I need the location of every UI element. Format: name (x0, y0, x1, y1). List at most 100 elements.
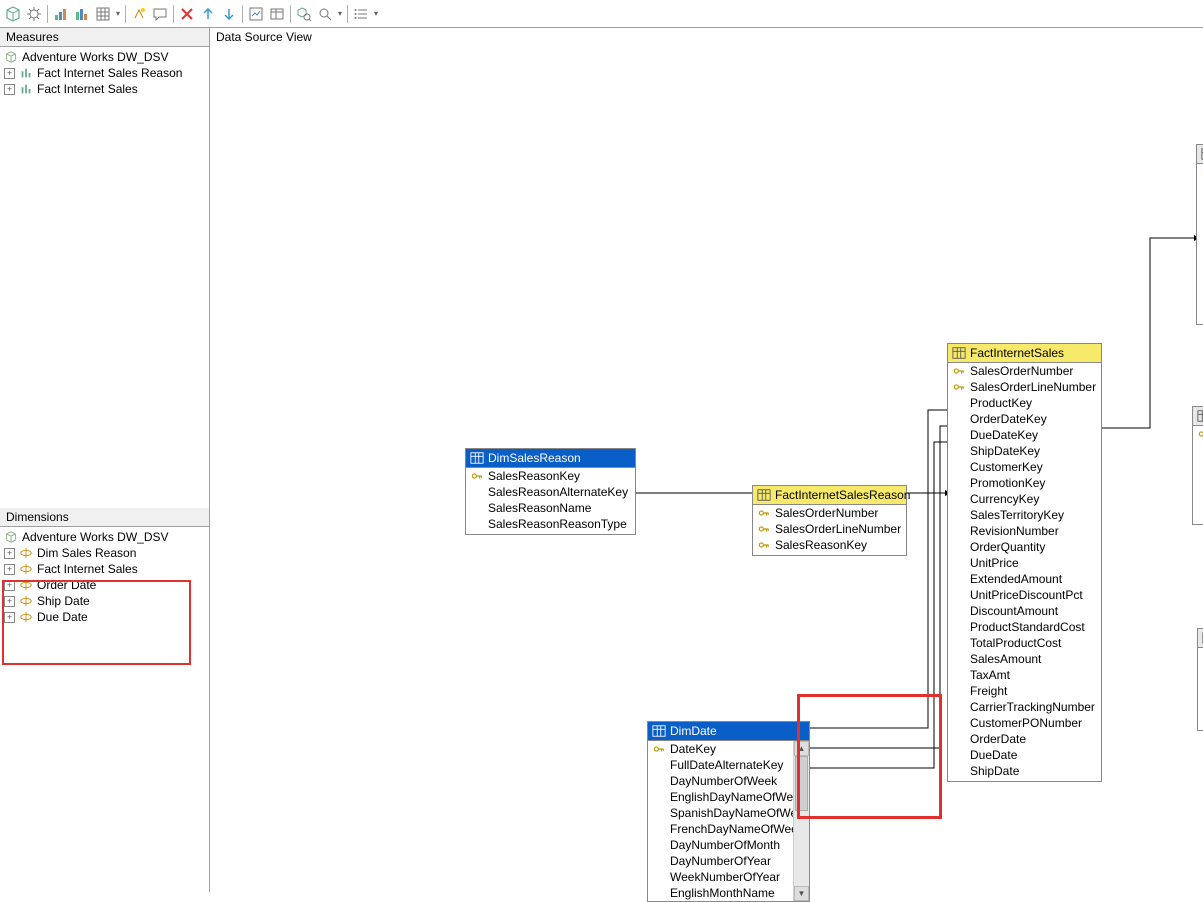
table-column[interactable]: ProductAlternateKey (1197, 180, 1203, 196)
table-column[interactable]: SalesReasonAlternateKey (466, 484, 635, 500)
table-factInternetSales[interactable]: FactInternetSalesSalesOrderNumberSalesOr… (947, 343, 1102, 782)
table-column[interactable]: SalesOrderLineNumber (948, 379, 1101, 395)
table-column[interactable]: SalesOrderNumber (948, 363, 1101, 379)
table-column[interactable]: StandardCost (1197, 292, 1203, 308)
table-header[interactable]: DimProductSubcategory (1193, 407, 1203, 426)
expand-icon[interactable]: + (4, 68, 15, 79)
table-column[interactable]: FrenchProductCategoryName (1198, 712, 1203, 728)
sparkle-icon[interactable] (129, 4, 149, 24)
bars-up-icon[interactable] (51, 4, 71, 24)
dropdown-chevron-icon[interactable]: ▾ (372, 9, 380, 18)
table-column[interactable]: SalesReasonName (466, 500, 635, 516)
tree-item[interactable]: +Dim Sales Reason (0, 545, 209, 561)
table-column[interactable]: DueDateKey (948, 427, 1101, 443)
table-dimProductCategory[interactable]: DimProductCategoryProductCategoryKeyProd… (1197, 628, 1203, 731)
delete-icon[interactable] (177, 4, 197, 24)
table-column[interactable]: EnglishMonthName (648, 885, 793, 901)
table-column[interactable]: SalesTerritoryKey (948, 507, 1101, 523)
table-column[interactable]: SalesAmount (948, 651, 1101, 667)
table-factInternetSalesReason[interactable]: FactInternetSalesReasonSalesOrderNumberS… (752, 485, 907, 556)
chat-icon[interactable] (150, 4, 170, 24)
gear-process-icon[interactable] (24, 4, 44, 24)
table-column[interactable]: PromotionKey (948, 475, 1101, 491)
table-column[interactable]: OrderDate (948, 731, 1101, 747)
table-column[interactable]: FrenchProductName (1197, 276, 1203, 292)
expand-icon[interactable]: + (4, 564, 15, 575)
table-column[interactable]: UnitPriceDiscountPct (948, 587, 1101, 603)
tree-item[interactable]: +Fact Internet Sales Reason (0, 65, 209, 81)
table-column[interactable]: OrderDateKey (948, 411, 1101, 427)
cube-search-icon[interactable] (294, 4, 314, 24)
table-header[interactable]: DimProductCategory (1198, 629, 1203, 648)
expand-icon[interactable]: + (4, 548, 15, 559)
table-column[interactable]: FrenchProductSubcategoryName (1193, 490, 1203, 506)
scroll-down-icon[interactable]: ▼ (794, 886, 809, 901)
table-column[interactable]: ProductKey (948, 395, 1101, 411)
table-column[interactable]: CustomerPONumber (948, 715, 1101, 731)
zoom-icon[interactable] (315, 4, 335, 24)
table-column[interactable]: CurrencyKey (948, 491, 1101, 507)
table-column[interactable]: CustomerKey (948, 459, 1101, 475)
table-column[interactable]: EnglishProductCategoryName (1198, 680, 1203, 696)
table-dimProductSubcategory[interactable]: DimProductSubcategoryProductSubcategoryK… (1192, 406, 1203, 525)
table-column[interactable]: DayNumberOfWeek (648, 773, 793, 789)
table-column[interactable]: RevisionNumber (948, 523, 1101, 539)
tree-item[interactable]: +Due Date (0, 609, 209, 625)
table-column[interactable]: EnglishDayNameOfWeek (648, 789, 793, 805)
grid-icon[interactable] (93, 4, 113, 24)
table-column[interactable]: SpanishProductSubcategoryName (1193, 474, 1203, 490)
arrow-up-icon[interactable] (198, 4, 218, 24)
table-header[interactable]: FactInternetSales (948, 344, 1101, 363)
table-column[interactable]: SalesOrderLineNumber (753, 521, 906, 537)
tree-root[interactable]: Adventure Works DW_DSV (0, 49, 209, 65)
table-column[interactable]: TaxAmt (948, 667, 1101, 683)
table-header[interactable]: DimProduct (1197, 145, 1203, 164)
table-column[interactable]: SalesOrderNumber (753, 505, 906, 521)
table-column[interactable]: ProductCategoryAlternateKey (1198, 664, 1203, 680)
tree-item[interactable]: +Fact Internet Sales (0, 561, 209, 577)
table-dimProduct[interactable]: DimProductProductKeyProductAlternateKeyP… (1196, 144, 1203, 325)
expand-icon[interactable]: + (4, 580, 15, 591)
table-small-icon[interactable] (267, 4, 287, 24)
table-column[interactable]: FullDateAlternateKey (648, 757, 793, 773)
table-column[interactable]: SizeUnitMeasureCode (1197, 228, 1203, 244)
table-column[interactable]: EnglishProductName (1197, 244, 1203, 260)
table-column[interactable]: SpanishProductName (1197, 260, 1203, 276)
table-column[interactable]: OrderQuantity (948, 539, 1101, 555)
table-column[interactable]: Freight (948, 683, 1101, 699)
table-column[interactable]: FinishedGoodsFlag (1197, 308, 1203, 324)
table-column[interactable]: ShipDate (948, 763, 1101, 779)
dropdown-chevron-icon[interactable]: ▾ (336, 9, 344, 18)
table-column[interactable]: ProductKey (1197, 164, 1203, 180)
expand-icon[interactable]: + (4, 596, 15, 607)
table-column[interactable]: CarrierTrackingNumber (948, 699, 1101, 715)
table-column[interactable]: ProductCategoryKey (1193, 506, 1203, 522)
table-header[interactable]: DimDate (648, 722, 809, 741)
table-column[interactable]: ShipDateKey (948, 443, 1101, 459)
dsv-canvas[interactable]: DimSalesReasonSalesReasonKeySalesReasonA… (210, 48, 1203, 892)
tree-item[interactable]: +Ship Date (0, 593, 209, 609)
tree-item[interactable]: +Fact Internet Sales (0, 81, 209, 97)
table-column[interactable]: ProductSubcategoryKey (1193, 426, 1203, 442)
table-column[interactable]: ExtendedAmount (948, 571, 1101, 587)
table-dimDate[interactable]: DimDateDateKeyFullDateAlternateKeyDayNum… (647, 721, 810, 902)
table-column[interactable]: UnitPrice (948, 555, 1101, 571)
table-column[interactable]: SpanishDayNameOfWeek (648, 805, 793, 821)
table-column[interactable]: SalesReasonKey (466, 468, 635, 484)
table-column[interactable]: WeightUnitMeasureCode (1197, 212, 1203, 228)
table-column[interactable]: EnglishProductSubcategoryName (1193, 458, 1203, 474)
table-column[interactable]: SpanishProductCategoryName (1198, 696, 1203, 712)
table-column[interactable]: ProductSubcategoryAlternateKey (1193, 442, 1203, 458)
table-column[interactable]: SalesReasonReasonType (466, 516, 635, 532)
table-column[interactable]: TotalProductCost (948, 635, 1101, 651)
arrow-down-icon[interactable] (219, 4, 239, 24)
table-column[interactable]: ProductSubcategoryKey (1197, 196, 1203, 212)
table-column[interactable]: DiscountAmount (948, 603, 1101, 619)
expand-icon[interactable]: + (4, 84, 15, 95)
table-header[interactable]: FactInternetSalesReason (753, 486, 906, 505)
list-icon[interactable] (351, 4, 371, 24)
table-column[interactable]: FrenchDayNameOfWeek (648, 821, 793, 837)
table-column[interactable]: WeekNumberOfYear (648, 869, 793, 885)
table-column[interactable]: ProductStandardCost (948, 619, 1101, 635)
chart-box-icon[interactable] (246, 4, 266, 24)
